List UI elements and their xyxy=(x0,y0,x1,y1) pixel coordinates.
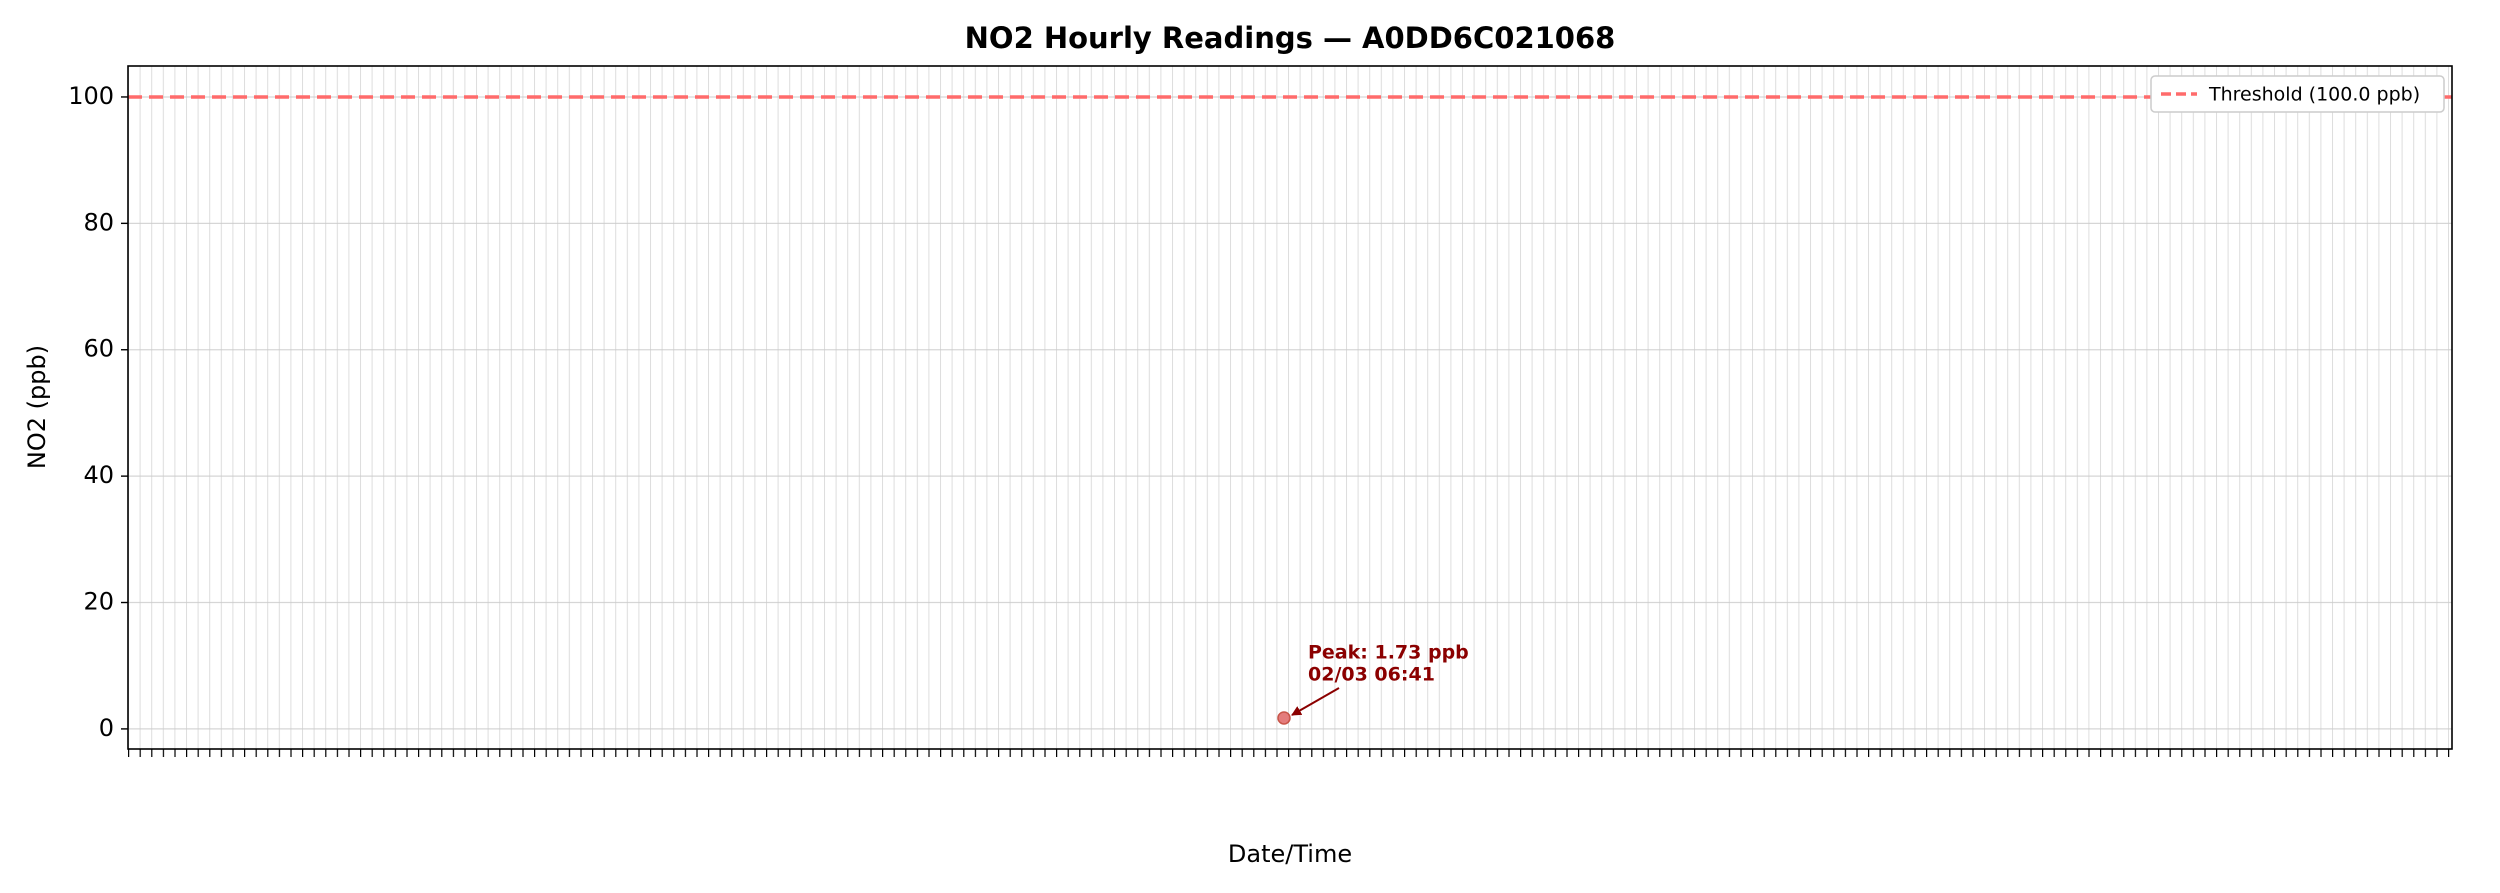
plot-frame xyxy=(127,65,2453,750)
legend-label: Threshold (100.0 ppb) xyxy=(2208,84,2420,106)
x-grid xyxy=(128,66,2452,749)
y-tick-label: 20 xyxy=(83,588,114,616)
x-axis-label: Date/Time xyxy=(1228,840,1352,868)
y-tick-label: 0 xyxy=(99,714,114,742)
y-tick-label: 100 xyxy=(68,82,114,110)
annotation-arrow xyxy=(1291,687,1340,716)
legend-box xyxy=(2150,75,2445,113)
x-tick-marks xyxy=(128,749,2452,757)
annotation-text: 02/03 06:41 xyxy=(1308,663,1435,685)
chart-title: NO2 Hourly Readings — A0DD6C021068 xyxy=(965,21,1616,55)
y-axis-label: NO2 (ppb) xyxy=(23,345,51,469)
y-tick-label: 80 xyxy=(83,208,114,236)
data-point xyxy=(1277,711,1291,725)
y-tick-label: 40 xyxy=(83,461,114,489)
y-tick-label: 60 xyxy=(83,335,114,363)
annotation-text: Peak: 1.73 ppb xyxy=(1308,641,1469,663)
